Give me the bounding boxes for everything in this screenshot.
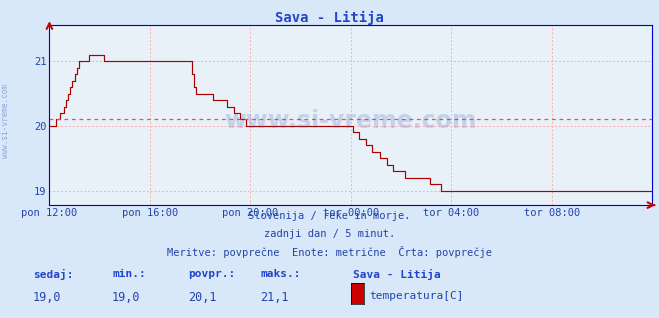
Text: Sava - Litija: Sava - Litija xyxy=(275,11,384,25)
Text: maks.:: maks.: xyxy=(260,269,301,279)
Text: www.si-vreme.com: www.si-vreme.com xyxy=(225,109,477,133)
Text: temperatura[C]: temperatura[C] xyxy=(369,291,463,301)
Text: Slovenija / reke in morje.: Slovenija / reke in morje. xyxy=(248,211,411,221)
Text: Meritve: povprečne  Enote: metrične  Črta: povprečje: Meritve: povprečne Enote: metrične Črta:… xyxy=(167,246,492,259)
Text: 20,1: 20,1 xyxy=(188,291,216,304)
Text: 19,0: 19,0 xyxy=(33,291,61,304)
Text: zadnji dan / 5 minut.: zadnji dan / 5 minut. xyxy=(264,229,395,239)
Text: 19,0: 19,0 xyxy=(112,291,140,304)
Text: www.si-vreme.com: www.si-vreme.com xyxy=(1,84,10,158)
Text: povpr.:: povpr.: xyxy=(188,269,235,279)
Text: min.:: min.: xyxy=(112,269,146,279)
Text: 21,1: 21,1 xyxy=(260,291,289,304)
Text: Sava - Litija: Sava - Litija xyxy=(353,269,440,280)
Text: sedaj:: sedaj: xyxy=(33,269,73,280)
